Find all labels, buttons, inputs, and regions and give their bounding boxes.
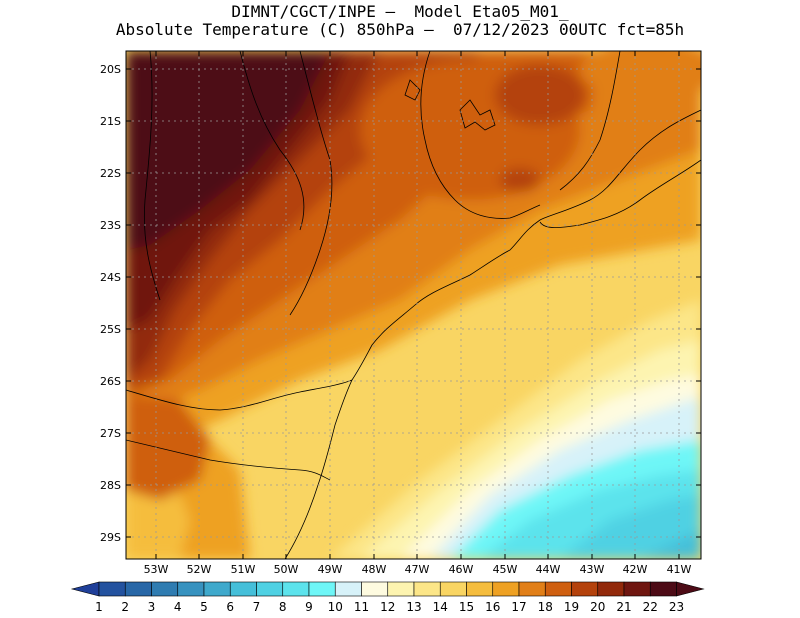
colorbar-swatch (439, 581, 467, 597)
lon-label: 45W (493, 563, 518, 576)
colorbar-swatch (361, 581, 389, 597)
lon-label: 42W (623, 563, 648, 576)
lat-label: 21S (100, 115, 121, 128)
colorbar-label: 2 (121, 600, 129, 614)
map-frame (125, 50, 702, 560)
colorbar-label: 20 (590, 600, 605, 614)
lon-label: 48W (362, 563, 387, 576)
map-title-line-1: DIMNT/CGCT/INPE – Model Eta05_M01_ (231, 2, 569, 21)
lat-label: 27S (100, 427, 121, 440)
lat-label: 24S (100, 271, 121, 284)
colorbar-swatch (308, 581, 336, 597)
lat-label: 28S (100, 479, 121, 492)
colorbar-label: 23 (669, 600, 684, 614)
colorbar-swatch (203, 581, 231, 597)
colorbar-swatch (571, 581, 599, 597)
temperature-field (126, 51, 701, 559)
lon-label: 44W (536, 563, 561, 576)
colorbar-swatch (413, 581, 441, 597)
colorbar: 1 2 3 4 5 6 7 8 9 10 11 12 13 14 15 16 17 18 19 20 21 22 23 (70, 581, 705, 614)
colorbar-label: 9 (305, 600, 313, 614)
colorbar-swatch (492, 581, 520, 597)
colorbar-arrow-low (70, 581, 100, 597)
lon-label: 52W (187, 563, 212, 576)
lon-label: 46W (449, 563, 474, 576)
lat-label: 29S (100, 531, 121, 544)
longitude-labels: 53W 52W 51W 50W 49W 48W 47W 46W 45W 44W … (144, 563, 692, 576)
lon-label: 53W (144, 563, 169, 576)
colorbar-label: 7 (253, 600, 261, 614)
colorbar-label: 17 (511, 600, 526, 614)
lat-label: 23S (100, 219, 121, 232)
colorbar-label: 4 (174, 600, 182, 614)
lon-label: 47W (405, 563, 430, 576)
lat-label: 26S (100, 375, 121, 388)
colorbar-label: 3 (148, 600, 156, 614)
colorbar-label: 11 (354, 600, 369, 614)
colorbar-label: 6 (226, 600, 234, 614)
colorbar-label: 18 (538, 600, 553, 614)
colorbar-label: 22 (643, 600, 658, 614)
colorbar-arrow-high (676, 581, 705, 597)
colorbar-swatch (544, 581, 572, 597)
lat-label: 20S (100, 63, 121, 76)
colorbar-label: 19 (564, 600, 579, 614)
lon-label: 43W (580, 563, 605, 576)
colorbar-label: 14 (433, 600, 448, 614)
colorbar-swatch (623, 581, 651, 597)
colorbar-label: 10 (328, 600, 343, 614)
colorbar-swatch (597, 581, 625, 597)
colorbar-swatch (177, 581, 205, 597)
graticule (126, 51, 701, 559)
colorbar-swatch (98, 581, 126, 597)
colorbar-label: 21 (616, 600, 631, 614)
lon-label: 49W (318, 563, 343, 576)
colorbar-swatch (387, 581, 415, 597)
colorbar-label: 13 (406, 600, 421, 614)
colorbar-swatch (649, 581, 677, 597)
axis-ticks (126, 51, 701, 559)
colorbar-label: 5 (200, 600, 208, 614)
colorbar-label: 1 (95, 600, 103, 614)
colorbar-label: 8 (279, 600, 287, 614)
colorbar-swatch (256, 581, 284, 597)
colorbar-swatch (334, 581, 362, 597)
colorbar-label: 15 (459, 600, 474, 614)
colorbar-label: 12 (380, 600, 395, 614)
latitude-labels: 20S 21S 22S 23S 24S 25S 26S 27S 28S 29S (100, 63, 121, 544)
colorbar-label: 16 (485, 600, 500, 614)
lat-label: 25S (100, 323, 121, 336)
colorbar-swatch (282, 581, 310, 597)
colorbar-swatch (229, 581, 257, 597)
colorbar-swatch (466, 581, 494, 597)
lon-label: 51W (231, 563, 256, 576)
lon-label: 50W (274, 563, 299, 576)
coastline (126, 51, 701, 559)
colorbar-swatch (518, 581, 546, 597)
lon-label: 41W (667, 563, 692, 576)
map-title-line-2: Absolute Temperature (C) 850hPa – 07/12/… (115, 20, 685, 39)
colorbar-swatch (124, 581, 152, 597)
lat-label: 22S (100, 167, 121, 180)
colorbar-swatch (151, 581, 179, 597)
